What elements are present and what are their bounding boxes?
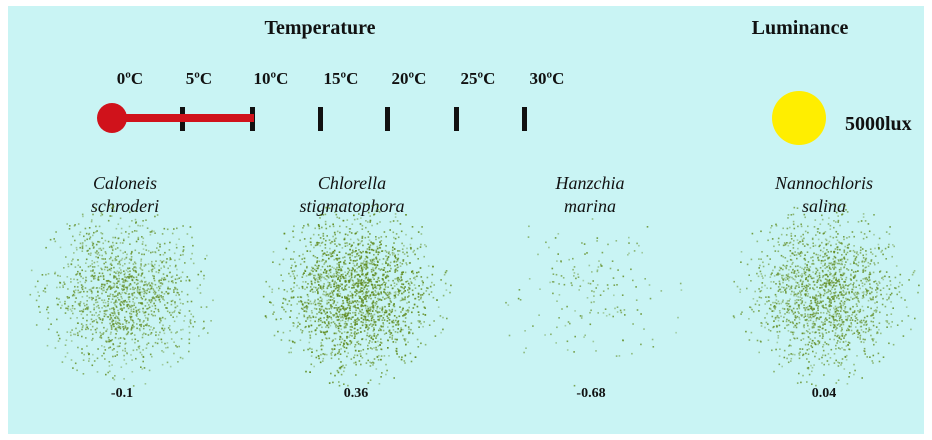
tick-mark	[522, 107, 527, 131]
algae-cloud-nannochloris	[732, 202, 920, 387]
species-names: Caloneis schroderi Chlorella stigmatopho…	[91, 173, 873, 216]
species-name-caloneis-line2: schroderi	[91, 196, 159, 216]
tick-label: 30ºC	[530, 69, 565, 88]
luminance-value: 5000lux	[845, 113, 912, 135]
thermometer-bulb	[97, 103, 127, 133]
sun-icon	[772, 91, 826, 145]
species-name-nannochloris-line1: Nannochloris	[774, 173, 873, 193]
algae-cloud-chlorella	[262, 202, 452, 387]
species-name-chlorella-line1: Chlorella	[318, 173, 386, 193]
species-name-hanzchia-line2: marina	[564, 196, 616, 216]
algae-cloud-caloneis	[29, 203, 214, 387]
temperature-tick-labels: 0ºC 5ºC 10ºC 15ºC 20ºC 25ºC 30ºC	[117, 69, 565, 88]
species-value-hanzchia: -0.68	[576, 386, 605, 401]
thermometer-bar	[112, 114, 254, 122]
tick-label: 10ºC	[254, 69, 289, 88]
species-value-nannochloris: 0.04	[812, 386, 837, 401]
tick-mark	[318, 107, 323, 131]
tick-label: 5ºC	[186, 69, 212, 88]
species-values: -0.1 0.36 -0.68 0.04	[111, 386, 836, 401]
species-value-caloneis: -0.1	[111, 386, 133, 401]
species-name-chlorella-line2: stigmatophora	[299, 196, 404, 216]
species-value-chlorella: 0.36	[344, 386, 369, 401]
tick-mark	[454, 107, 459, 131]
species-name-caloneis-line1: Caloneis	[93, 173, 157, 193]
algae-cloud-hanzchia	[505, 211, 683, 387]
species-name-nannochloris-line2: salina	[802, 196, 846, 216]
tick-label: 15ºC	[324, 69, 359, 88]
species-name-hanzchia-line1: Hanzchia	[555, 173, 625, 193]
temperature-title: Temperature	[264, 17, 375, 39]
tick-mark	[385, 107, 390, 131]
tick-label: 0ºC	[117, 69, 143, 88]
panel-background	[8, 6, 924, 434]
luminance-title: Luminance	[752, 17, 849, 39]
tick-label: 20ºC	[392, 69, 427, 88]
tick-label: 25ºC	[461, 69, 496, 88]
